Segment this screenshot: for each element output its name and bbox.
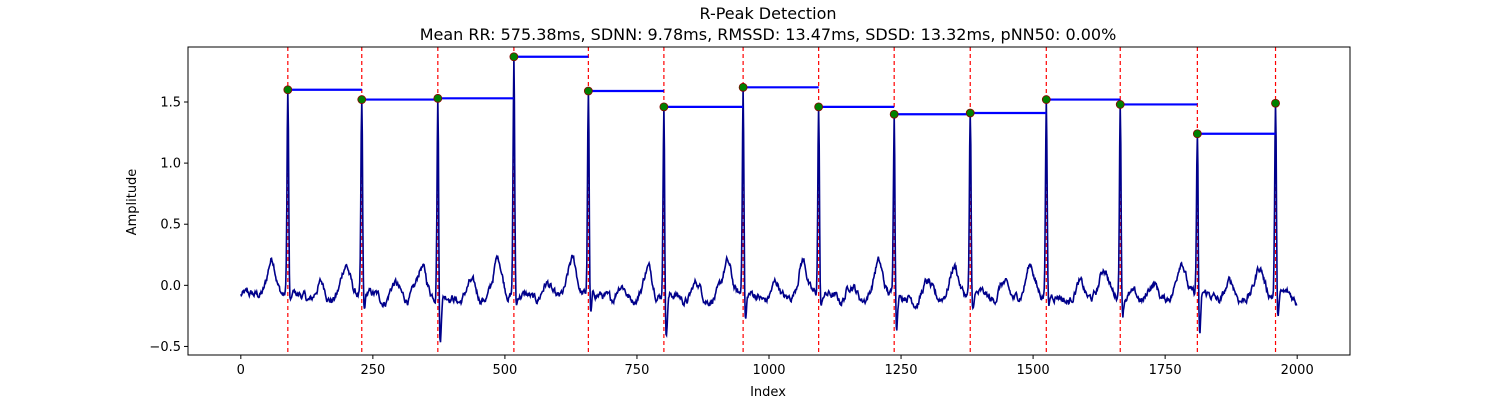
r-peak-marker — [1115, 100, 1125, 109]
r-peak-marker — [583, 86, 593, 96]
r-peak-marker — [1041, 95, 1051, 104]
x-tick-label: 0 — [237, 363, 245, 378]
y-axis-label: Amplitude — [125, 169, 140, 236]
ecg-signal-line — [240, 56, 1298, 343]
plot-area — [240, 47, 1298, 355]
y-tick-label: 0.5 — [160, 218, 181, 233]
r-peak-marker — [814, 102, 824, 112]
x-tick-label: 2000 — [1281, 363, 1314, 378]
r-peak-marker — [1192, 129, 1202, 139]
r-peak-marker — [509, 52, 519, 62]
x-tick-label: 500 — [492, 363, 517, 378]
axes: 0 250 500 750 1000 1250 1500 1750 2000 −0.5 0.0 0.5… — [149, 96, 1313, 379]
r-peak-marker — [738, 82, 748, 92]
r-peak-marker — [433, 93, 443, 103]
r-peak-marker — [357, 95, 367, 104]
r-peak-marker — [1271, 98, 1280, 108]
r-peak-marker — [889, 109, 899, 119]
x-tick-label: 1750 — [1149, 363, 1182, 378]
x-tick-label: 750 — [625, 363, 650, 378]
chart-subtitle: Mean RR: 575.38ms, SDNN: 9.78ms, RMSSD: … — [420, 25, 1117, 44]
x-tick-label: 1250 — [884, 363, 917, 378]
x-axis-label: Index — [750, 385, 786, 400]
x-tick-label: 250 — [360, 363, 385, 378]
r-peak-marker — [283, 85, 293, 95]
y-tick-label: 1.0 — [160, 157, 181, 172]
chart-title: R-Peak Detection — [699, 4, 836, 23]
x-tick-label: 1000 — [752, 363, 785, 378]
x-tick-label: 1500 — [1017, 363, 1050, 378]
y-tick-label: −0.5 — [149, 340, 181, 355]
r-peak-marker — [965, 108, 975, 118]
r-peak-marker — [659, 102, 669, 112]
y-tick-label: 0.0 — [160, 279, 181, 294]
y-tick-label: 1.5 — [160, 96, 181, 111]
